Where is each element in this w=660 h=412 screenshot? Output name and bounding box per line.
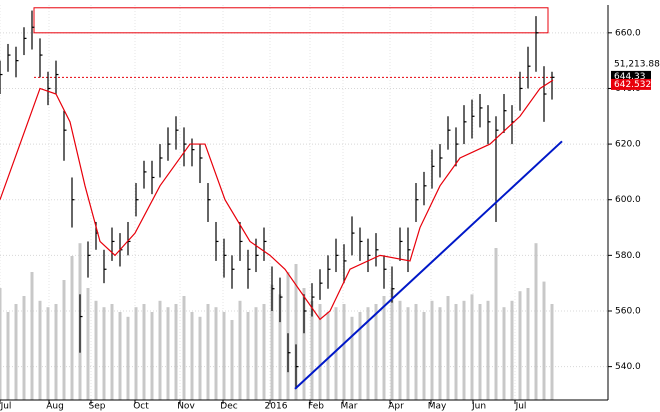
volume-bar — [62, 280, 66, 400]
volume-bar — [86, 288, 90, 400]
volume-bar — [510, 300, 514, 400]
volume-bar — [238, 300, 242, 400]
volume-bar — [382, 296, 386, 400]
volume-bar — [326, 312, 330, 400]
volume-bar — [174, 304, 178, 400]
volume-bar — [14, 304, 18, 400]
y-tick-label: 540.0 — [615, 362, 641, 372]
y-tick-label: 660.0 — [615, 28, 641, 38]
volume-bar — [38, 300, 42, 400]
x-tick-label: Feb — [308, 402, 324, 412]
volume-bar — [70, 256, 74, 400]
x-tick-label: Sep — [89, 402, 106, 412]
trendline — [294, 140, 563, 390]
volume-bar — [254, 307, 258, 400]
volume-bar — [6, 312, 10, 400]
volume-bar — [126, 316, 130, 400]
volume-bar — [198, 316, 202, 400]
volume-bar — [318, 304, 322, 400]
x-tick-label: May — [428, 402, 447, 412]
volume-bar — [366, 307, 370, 400]
volume-bar — [294, 264, 298, 400]
volume-bar — [494, 248, 498, 400]
volume-bar — [422, 312, 426, 400]
volume-bar — [278, 294, 282, 400]
volume-bar — [0, 288, 2, 400]
volume-bar — [30, 272, 34, 400]
volume-bar — [214, 307, 218, 400]
resistance-zone — [33, 7, 549, 34]
x-tick-label: Jun — [471, 402, 486, 412]
volume-bar — [430, 300, 434, 400]
volume-bar — [374, 304, 378, 400]
volume-bar — [526, 288, 530, 400]
volume-bar — [134, 307, 138, 400]
volume-bar — [54, 304, 58, 400]
x-tick-label: Jul — [0, 402, 11, 412]
price-label: 51,213.88 — [614, 59, 660, 69]
volume-bar — [438, 307, 442, 400]
volume-bar — [502, 307, 506, 400]
volume-bar — [190, 312, 194, 400]
volume-bar — [302, 288, 306, 400]
price-label-box — [611, 70, 651, 82]
x-tick-label: Dec — [220, 402, 237, 412]
volume-bar — [462, 300, 466, 400]
volume-bar — [470, 294, 474, 400]
volume-bar — [398, 300, 402, 400]
volume-bar — [550, 304, 554, 400]
x-tick-label: Nov — [177, 402, 195, 412]
volume-bar — [310, 300, 314, 400]
volume-bar — [534, 243, 538, 400]
y-tick-label: 560.0 — [615, 306, 641, 316]
volume-bar — [110, 304, 114, 400]
price-label: 642.532 — [614, 80, 651, 90]
volume-bar — [22, 296, 26, 400]
y-tick-label: 620.0 — [615, 140, 641, 150]
x-tick-label: Jul — [515, 402, 527, 412]
volume-bar — [454, 304, 458, 400]
price-label-box — [611, 58, 651, 70]
volume-bar — [518, 291, 522, 400]
volume-bar — [158, 300, 162, 400]
volume-bar — [142, 304, 146, 400]
y-tick-label: 580.0 — [615, 251, 641, 261]
x-tick-label: Oct — [133, 402, 149, 412]
volume-bar — [222, 312, 226, 400]
volume-bar — [206, 304, 210, 400]
volume-bar — [486, 300, 490, 400]
volume-bar — [350, 316, 354, 400]
volume-bar — [358, 312, 362, 400]
price-label-box — [611, 78, 651, 90]
volume-bar — [478, 304, 482, 400]
price-label: 644.33 — [614, 72, 646, 82]
volume-bar — [406, 307, 410, 400]
volume-bar — [342, 304, 346, 400]
volume-bar — [46, 307, 50, 400]
volume-bar — [390, 288, 394, 400]
volume-bar — [262, 304, 266, 400]
volume-bar — [246, 312, 250, 400]
volume-bar — [542, 281, 546, 400]
x-tick-label: Aug — [46, 402, 64, 412]
volume-bar — [166, 307, 170, 400]
volume-bar — [230, 320, 234, 400]
y-tick-label: 600.0 — [615, 195, 641, 205]
volume-bar — [94, 300, 98, 400]
x-tick-label: 2016 — [265, 402, 288, 412]
volume-bar — [102, 307, 106, 400]
volume-bar — [334, 307, 338, 400]
volume-bar — [446, 296, 450, 400]
volume-bar — [270, 284, 274, 400]
volume-bar — [150, 312, 154, 400]
moving-average — [0, 79, 554, 321]
volume-bar — [414, 304, 418, 400]
x-tick-label: Mar — [341, 402, 358, 412]
volume-bar — [118, 312, 122, 400]
x-tick-label: Apr — [388, 402, 404, 412]
volume-bar — [182, 296, 186, 400]
